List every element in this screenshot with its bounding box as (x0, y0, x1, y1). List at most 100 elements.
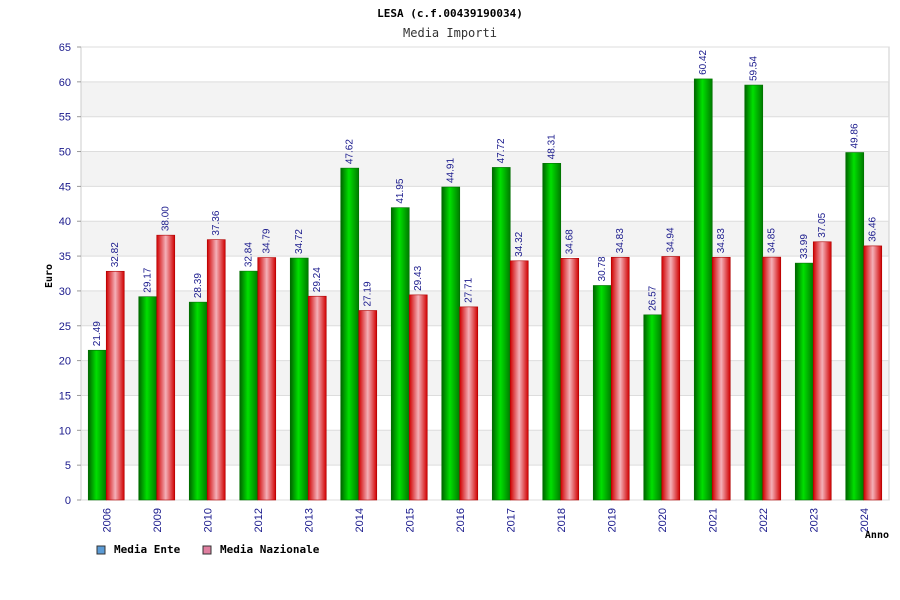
x-tick-label: 2018 (556, 508, 568, 532)
chart-title: LESA (c.f.00439190034) (377, 7, 523, 20)
x-tick-label: 2015 (404, 508, 416, 532)
legend-label-nazionale: Media Nazionale (220, 543, 320, 556)
y-tick-label: 20 (59, 356, 71, 368)
x-tick-label: 2009 (152, 508, 164, 532)
plot-band (81, 151, 889, 187)
bar-media-ente (340, 167, 360, 501)
bar-media-nazionale (610, 256, 630, 501)
bar-media-nazionale (711, 256, 731, 501)
bar-value-label: 34.83 (716, 228, 727, 253)
bar-media-nazionale (156, 234, 176, 501)
y-tick-label: 40 (59, 216, 71, 228)
bar-value-label: 32.84 (244, 242, 255, 267)
bar-value-label: 33.99 (799, 234, 810, 259)
x-axis-label: Anno (865, 530, 889, 541)
bar-media-ente (87, 349, 107, 501)
bar-value-label: 21.49 (92, 321, 103, 346)
bar-value-label: 34.68 (565, 229, 576, 254)
bar-media-ente (239, 270, 259, 501)
bar-media-nazionale (863, 245, 883, 501)
y-tick-label: 15 (59, 390, 71, 402)
bar-media-nazionale (661, 256, 681, 501)
x-tick-label: 2023 (808, 508, 820, 532)
bar-value-label: 34.32 (514, 231, 525, 256)
plot-band (81, 81, 889, 117)
bar-value-label: 34.85 (767, 228, 778, 253)
bar-value-label: 60.42 (698, 49, 709, 74)
y-tick-label: 30 (59, 286, 71, 298)
bar-value-label: 34.79 (262, 228, 273, 253)
bar-value-label: 27.19 (363, 281, 374, 306)
chart-subtitle: Media Importi (403, 26, 497, 40)
bar-media-ente (845, 152, 865, 501)
x-tick-label: 2020 (657, 508, 669, 532)
bar-value-label: 28.39 (193, 273, 204, 298)
bar-value-label: 37.36 (211, 210, 222, 235)
bar-value-label: 41.95 (395, 178, 406, 203)
bar-media-nazionale (358, 310, 378, 501)
bar-value-label: 29.43 (413, 265, 424, 290)
y-tick-label: 5 (65, 460, 71, 472)
bar-media-nazionale (812, 241, 832, 501)
bar-value-label: 27.71 (464, 277, 475, 302)
bar-media-nazionale (762, 256, 782, 501)
bar-value-label: 36.46 (868, 216, 879, 241)
bar-value-label: 30.78 (597, 256, 608, 281)
bar-media-nazionale (408, 294, 428, 501)
bar-series: 21.49 32.82 29.17 38.00 28.39 37.36 32.84 34.79… (87, 49, 883, 501)
bar-media-ente (138, 296, 158, 501)
bar-media-nazionale (307, 295, 327, 501)
bar-media-ente (188, 301, 208, 501)
x-tick-label: 2024 (859, 508, 871, 532)
y-axis-ticks: 0 5 10 15 20 25 30 35 40 45 50 55 60 65 (59, 42, 81, 507)
legend-swatch-nazionale (202, 545, 212, 555)
bar-value-label: 26.57 (648, 285, 659, 310)
bar-media-nazionale (459, 306, 479, 501)
bar-value-label: 44.91 (446, 158, 457, 183)
bar-media-ente (592, 285, 612, 501)
y-tick-label: 35 (59, 251, 71, 263)
y-tick-label: 60 (59, 77, 71, 89)
y-tick-label: 50 (59, 147, 71, 159)
y-axis-label: Euro (44, 264, 55, 288)
bar-value-label: 59.54 (749, 56, 760, 81)
bar-media-ente (744, 84, 764, 501)
bar-media-ente (643, 314, 663, 501)
x-tick-label: 2013 (303, 508, 315, 532)
bar-value-label: 29.24 (312, 267, 323, 292)
x-axis-ticks: 2006 2009 2010 2012 2013 2014 2015 2016 2017 2018… (101, 508, 871, 532)
bar-value-label: 34.72 (294, 229, 305, 254)
bar-media-nazionale (257, 257, 277, 501)
bar-media-nazionale (206, 239, 226, 501)
x-tick-label: 2010 (202, 508, 214, 532)
x-tick-label: 2006 (101, 508, 113, 532)
legend-swatch-ente (96, 545, 106, 555)
bar-value-label: 37.05 (817, 212, 828, 237)
bar-media-ente (542, 163, 562, 501)
bar-value-label: 47.62 (345, 139, 356, 164)
plot-band (81, 186, 889, 222)
bar-media-nazionale (105, 270, 125, 501)
bar-value-label: 49.86 (850, 123, 861, 148)
bar-value-label: 48.31 (547, 134, 558, 159)
bar-media-ente (693, 78, 713, 501)
legend: Media Ente Media Nazionale (96, 543, 320, 556)
bar-value-label: 38.00 (161, 206, 172, 231)
plot-band (81, 47, 889, 82)
x-tick-label: 2022 (758, 508, 770, 532)
x-tick-label: 2017 (505, 508, 517, 532)
y-tick-label: 45 (59, 181, 71, 193)
bar-media-ente (390, 207, 410, 501)
bar-value-label: 47.72 (496, 138, 507, 163)
bar-media-nazionale (560, 258, 580, 501)
bar-value-label: 34.94 (666, 227, 677, 252)
bar-media-ente (441, 186, 461, 501)
y-tick-label: 0 (65, 495, 71, 507)
bar-media-ente (289, 257, 309, 501)
y-tick-label: 65 (59, 42, 71, 54)
x-tick-label: 2012 (253, 508, 265, 532)
x-tick-label: 2016 (455, 508, 467, 532)
bar-media-ente (491, 167, 511, 501)
bar-value-label: 29.17 (143, 267, 154, 292)
y-tick-label: 25 (59, 321, 71, 333)
